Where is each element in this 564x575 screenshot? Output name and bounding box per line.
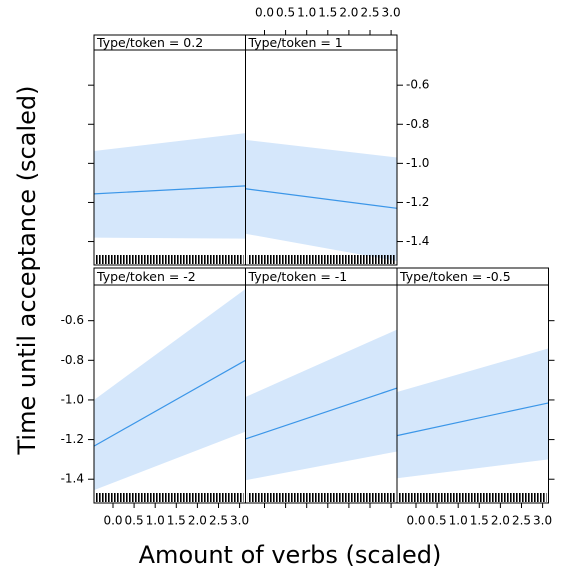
confidence-band xyxy=(94,288,246,491)
y-tick-label: -1.2 xyxy=(61,432,84,446)
x-tick-label: 0.0 xyxy=(103,514,122,528)
x-tick-label: 3.0 xyxy=(230,514,249,528)
rug xyxy=(96,255,244,264)
strip-label: Type/token = 1 xyxy=(248,35,343,50)
x-tick-label: 1.5 xyxy=(318,6,337,20)
confidence-band xyxy=(94,133,246,239)
x-tick-label: 0.5 xyxy=(125,514,144,528)
x-tick-label: 1.0 xyxy=(297,6,316,20)
effect-line xyxy=(245,188,398,209)
x-tick-label: 1.5 xyxy=(167,514,186,528)
x-tick-label: 2.5 xyxy=(360,6,379,20)
x-tick-label: 1.5 xyxy=(470,514,489,528)
x-tick-label: 3.0 xyxy=(382,6,401,20)
y-tick-label: -1.4 xyxy=(406,234,429,248)
rug xyxy=(247,493,395,502)
y-tick-label: -1.0 xyxy=(406,156,429,170)
strip xyxy=(245,34,398,51)
x-tick-label: 0.0 xyxy=(406,514,425,528)
x-tick-label: 0.0 xyxy=(255,6,274,20)
x-tick-label: 2.0 xyxy=(491,514,510,528)
rug xyxy=(399,493,547,502)
y-tick-label: -1.4 xyxy=(61,472,84,486)
x-tick-label: 2.5 xyxy=(512,514,531,528)
y-tick-label: -1.0 xyxy=(61,392,84,406)
y-tick-label: -0.8 xyxy=(406,117,429,131)
strip-label: Type/token = -2 xyxy=(96,269,196,284)
x-tick-label: 2.0 xyxy=(339,6,358,20)
y-tick-label: -0.6 xyxy=(406,78,429,92)
confidence-band xyxy=(245,139,397,262)
strip-label: Type/token = 0.2 xyxy=(96,35,203,50)
y-tick-label: -0.8 xyxy=(61,353,84,367)
effect-line xyxy=(93,359,246,447)
rug xyxy=(96,493,244,502)
x-tick-label: 0.5 xyxy=(276,6,295,20)
strip xyxy=(396,267,549,286)
confidence-band xyxy=(397,348,549,479)
x-tick-label: 2.5 xyxy=(209,514,228,528)
y-tick-label: -1.2 xyxy=(406,195,429,209)
y-tick-label: -0.6 xyxy=(61,313,84,327)
strip-label: Type/token = -1 xyxy=(248,269,348,284)
x-tick-label: 0.5 xyxy=(428,514,447,528)
x-tick-label: 1.0 xyxy=(449,514,468,528)
effect-line xyxy=(396,402,549,437)
effect-line xyxy=(93,185,246,195)
y-axis-label: Time until acceptance (scaled) xyxy=(13,86,41,456)
effect-line xyxy=(245,387,398,440)
confidence-band xyxy=(245,329,397,481)
strip-label: Type/token = -0.5 xyxy=(399,269,511,284)
x-tick-label: 2.0 xyxy=(188,514,207,528)
x-axis-label: Amount of verbs (scaled) xyxy=(139,541,442,569)
x-tick-label: 3.0 xyxy=(533,514,552,528)
x-tick-label: 1.0 xyxy=(146,514,165,528)
rug xyxy=(247,255,395,264)
